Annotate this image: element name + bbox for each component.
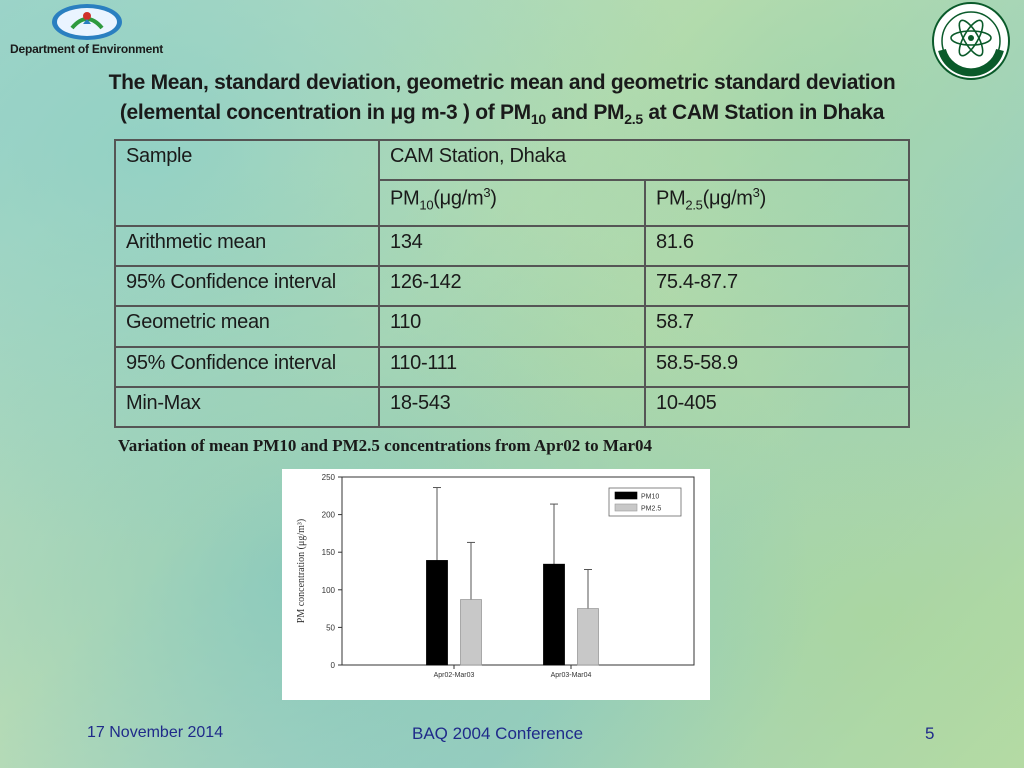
y-tick-label: 200 [322, 511, 336, 520]
pm25-value: 58.5-58.9 [644, 345, 910, 388]
slide-title: The Mean, standard deviation, geometric … [60, 68, 944, 134]
page-number: 5 [925, 724, 935, 743]
legend-label: PM2.5 [641, 506, 661, 513]
table-row: Min-Max 18-543 10-405 [114, 385, 910, 429]
pm10-value: 110-111 [378, 345, 646, 388]
bar-pm10 [543, 563, 565, 666]
bar-pm25 [577, 608, 599, 666]
y-tick-label: 100 [322, 586, 336, 595]
pm10-value: 18-543 [378, 385, 646, 429]
title-line-2: (elemental concentration in μg m-3 ) of … [119, 101, 885, 128]
legend-swatch [614, 503, 638, 512]
table-row: 95% Confidence interval 126-142 75.4-87.… [114, 265, 910, 308]
y-axis-label: PM concentration (μg/m³) [296, 519, 307, 623]
statistics-table: Sample CAM Station, Dhaka PM10(μg/m3) PM… [114, 138, 910, 429]
table-row: Arithmetic mean 134 81.6 [114, 225, 910, 268]
pm10-value: 110 [378, 305, 646, 348]
legend-label: PM10 [641, 494, 659, 501]
pm10-value: 126-142 [378, 265, 646, 308]
table-subheader-row: PM10(μg/m3) PM2.5(μg/m3) [115, 179, 910, 228]
table-row: Geometric mean 110 58.7 [114, 305, 910, 348]
row-label: Arithmetic mean [114, 225, 380, 268]
y-tick-label: 50 [326, 623, 335, 632]
bar-pm25 [460, 599, 482, 666]
pm10-header-cell: PM10(μg/m3) [378, 179, 646, 228]
pm25-value: 75.4-87.7 [644, 265, 910, 308]
table-header-row: Sample CAM Station, Dhaka [114, 138, 910, 228]
legend-swatch [614, 491, 638, 500]
bar-chart: 0 50 100 150 200 250 PM concentration (μg/m³) A… [296, 473, 695, 679]
row-label: Geometric mean [114, 305, 380, 348]
pm25-value: 58.7 [644, 305, 910, 348]
pm25-value: 10-405 [644, 385, 910, 429]
footer-conference: BAQ 2004 Conference [412, 724, 584, 743]
row-label: Min-Max [114, 385, 380, 429]
y-tick-label: 0 [331, 661, 336, 670]
footer-date: 17 November 2014 [87, 724, 224, 741]
department-name: Department of Environment [10, 42, 164, 56]
atomic-energy-commission-seal [932, 2, 1010, 80]
row-label: 95% Confidence interval [114, 345, 380, 388]
pm25-header-cell: PM2.5(μg/m3) [644, 179, 910, 228]
y-tick-label: 250 [322, 473, 336, 482]
table-row: 95% Confidence interval 110-111 58.5-58.… [114, 345, 910, 388]
x-tick-label: Apr03-Mar04 [551, 672, 592, 679]
plot-frame [341, 476, 695, 666]
bar-chart-panel: 0 50 100 150 200 250 PM concentration (μg/m³) A… [282, 469, 710, 700]
chart-caption: Variation of mean PM10 and PM2.5 concent… [118, 436, 653, 455]
x-tick-label: Apr02-Mar03 [434, 672, 475, 679]
row-label: 95% Confidence interval [114, 265, 380, 308]
pm10-value: 134 [378, 225, 646, 268]
title-line-1: The Mean, standard deviation, geometric … [108, 71, 896, 94]
pm25-value: 81.6 [644, 225, 910, 268]
sample-header-cell: Sample [114, 138, 380, 228]
y-tick-label: 150 [322, 548, 336, 557]
department-of-environment-logo [52, 4, 122, 40]
bar-pm10 [426, 560, 448, 666]
station-header-cell: CAM Station, Dhaka [378, 138, 910, 182]
